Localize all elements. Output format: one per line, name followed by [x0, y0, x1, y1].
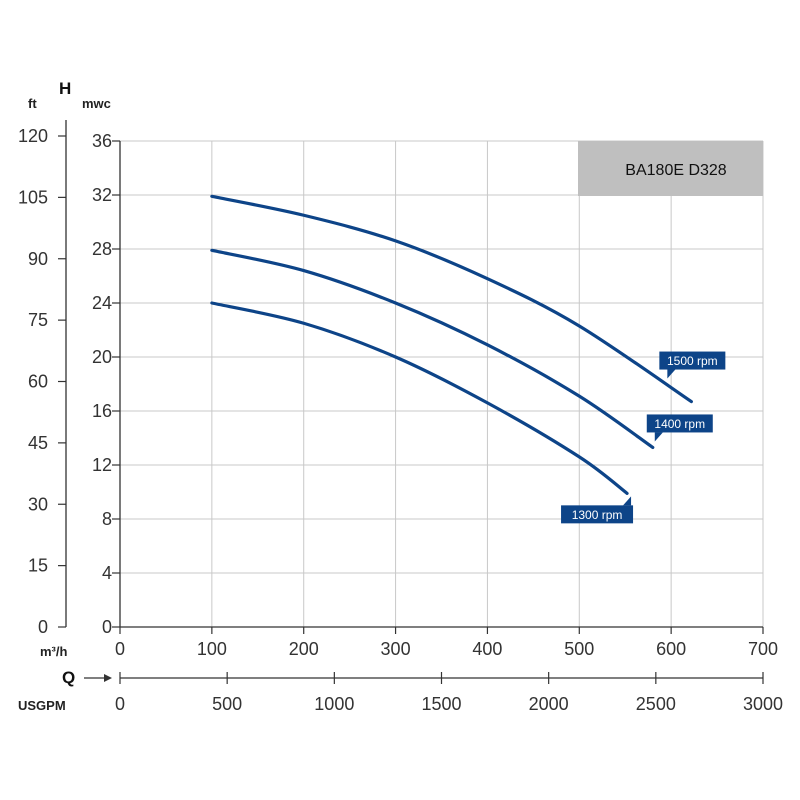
mwc-tick-label: 28: [92, 239, 112, 259]
curve-label-pointer: [667, 369, 676, 379]
ft-ticks: 0 15 30 45 60 75 90 105 120: [18, 126, 66, 637]
ft-unit-label: ft: [28, 96, 37, 111]
ft-tick-label: 0: [38, 617, 48, 637]
usgpm-unit-label: USGPM: [18, 698, 66, 713]
model-label: BA180E D328: [625, 162, 727, 179]
head-axis-letter: H: [59, 79, 71, 98]
m3h-tick-label: 300: [381, 639, 411, 659]
curve-label-1400-rpm: 1400 rpm: [646, 414, 713, 442]
curve-1500-rpm: [210, 194, 693, 404]
m3h-tick-label: 500: [564, 639, 594, 659]
curve-1400-rpm: [210, 248, 655, 450]
mwc-unit-label: mwc: [82, 96, 111, 111]
mwc-tick-label: 8: [102, 509, 112, 529]
curve-label-background: [561, 505, 634, 524]
usgpm-tick-label: 1000: [314, 694, 354, 714]
curve-label-background: [659, 351, 726, 370]
m3h-tick-label: 200: [289, 639, 319, 659]
ft-tick-label: 90: [28, 249, 48, 269]
m3h-tick-label: 0: [115, 639, 125, 659]
grid: [119, 140, 764, 628]
curve-label-pointer: [654, 432, 663, 442]
curve-1300-rpm: [210, 301, 629, 495]
mwc-tick-label: 0: [102, 617, 112, 637]
usgpm-tick-label: 1500: [421, 694, 461, 714]
q-arrow-head-icon: [104, 674, 112, 682]
curve-label-pointer: [623, 496, 632, 506]
curve-label-text: 1400 rpm: [654, 417, 705, 431]
model-box-background: [578, 141, 763, 196]
axis-titles: H ft mwc m³/h Q USGPM: [18, 79, 111, 713]
usgpm-tick-label: 2500: [636, 694, 676, 714]
flow-axis-letter: Q: [62, 668, 75, 687]
usgpm-tick-label: 500: [212, 694, 242, 714]
ft-tick-label: 105: [18, 187, 48, 207]
mwc-tick-label: 36: [92, 131, 112, 151]
curves: [210, 194, 693, 495]
mwc-tick-label: 16: [92, 401, 112, 421]
mwc-tick-label: 32: [92, 185, 112, 205]
mwc-tick-label: 12: [92, 455, 112, 475]
m3h-tick-label: 700: [748, 639, 778, 659]
m3h-tick-label: 400: [472, 639, 502, 659]
mwc-tick-label: 20: [92, 347, 112, 367]
mwc-tick-label: 24: [92, 293, 112, 313]
usgpm-tick-label: 3000: [743, 694, 783, 714]
curve-label-1500-rpm: 1500 rpm: [659, 351, 726, 379]
axes: 0 15 30 45 60 75 90 105 120 0 4 8 12 16 20 24 28 32 36 0 1…: [18, 120, 783, 714]
ft-tick-label: 60: [28, 372, 48, 392]
model-box: BA180E D328: [578, 141, 763, 196]
usgpm-tick-label: 2000: [529, 694, 569, 714]
mwc-tick-label: 4: [102, 563, 112, 583]
curve-label-background: [646, 414, 713, 433]
ft-tick-label: 45: [28, 433, 48, 453]
m3h-tick-label: 100: [197, 639, 227, 659]
ft-tick-label: 120: [18, 126, 48, 146]
ft-tick-label: 75: [28, 310, 48, 330]
m3h-unit-label: m³/h: [40, 644, 68, 659]
ft-tick-label: 30: [28, 494, 48, 514]
curve-label-text: 1300 rpm: [572, 508, 623, 522]
curve-label-1300-rpm: 1300 rpm: [561, 496, 634, 524]
m3h-tick-label: 600: [656, 639, 686, 659]
mwc-ticks: 0 4 8 12 16 20 24 28 32 36: [92, 131, 120, 637]
usgpm-ticks: 0 500 1000 1500 2000 2500 3000: [115, 672, 783, 714]
usgpm-tick-label: 0: [115, 694, 125, 714]
m3h-ticks: 0 100 200 300 400 500 600 700: [115, 627, 778, 659]
ft-tick-label: 15: [28, 556, 48, 576]
curve-label-text: 1500 rpm: [667, 354, 718, 368]
curve-labels: 1500 rpm 1400 rpm 1300 rpm: [561, 351, 726, 524]
